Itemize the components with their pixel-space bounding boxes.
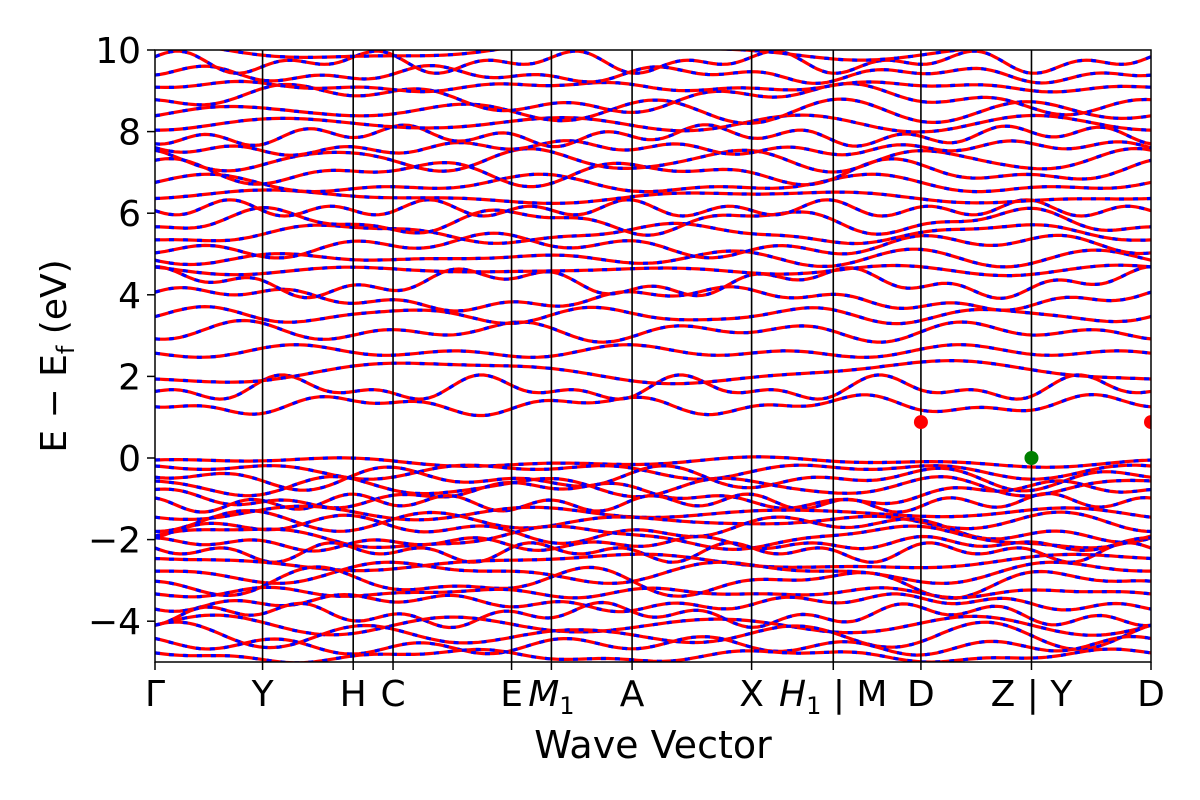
band-spin-down: [155, 231, 1151, 260]
y-tick-label: 0: [118, 439, 141, 480]
x-tick-label: Z | Y: [991, 674, 1074, 715]
band-spin-down: [155, 123, 1151, 149]
band-spin-up: [155, 318, 1151, 344]
cbm-marker: [913, 415, 928, 430]
x-axis-ticks: Γ Y H C E M1 A X H1 | M D Z | Y D: [145, 662, 1165, 720]
band-spin-up: [155, 188, 1151, 206]
band-spin-down: [155, 513, 1151, 546]
vbm-marker: [1024, 451, 1039, 465]
band-spin-down: [155, 600, 1151, 630]
y-tick-label: 10: [95, 31, 141, 72]
x-tick-label: D: [1137, 674, 1165, 715]
x-tick-label: A: [620, 674, 645, 715]
band-spin-up: [155, 263, 1151, 278]
extrema-markers: [913, 415, 1151, 465]
band-spin-down: [155, 139, 1151, 157]
band-spin-up: [155, 585, 1151, 600]
band-spin-up: [155, 113, 1151, 134]
band-spin-up: [155, 358, 1151, 386]
band-spin-up: [155, 541, 1151, 564]
y-tick-label: 4: [118, 276, 141, 317]
band-spin-up: [155, 343, 1151, 359]
band-spin-up: [155, 455, 1151, 469]
y-tick-label: 6: [118, 194, 141, 235]
y-axis-label-main: E − E: [34, 354, 75, 453]
band-spin-down: [155, 198, 1151, 218]
band-spin-down: [155, 565, 1151, 600]
y-axis-label-unit: (eV): [34, 259, 75, 345]
band-spin-down: [155, 50, 1151, 75]
band-lines: [155, 50, 1151, 662]
x-axis-label: Wave Vector: [534, 723, 772, 767]
band-spin-up: [155, 463, 1151, 481]
band-spin-down: [155, 491, 1151, 514]
band-spin-up: [155, 247, 1151, 269]
band-spin-up: [155, 524, 1151, 552]
cbm-marker: [1144, 415, 1151, 430]
x-tick-label: D: [907, 674, 935, 715]
band-spin-down: [155, 620, 1151, 651]
band-spin-down: [155, 392, 1151, 418]
band-spin-up: [155, 221, 1151, 246]
x-tick-label: C: [380, 674, 405, 715]
y-tick-label: 8: [118, 113, 141, 154]
band-spin-down: [155, 156, 1151, 189]
y-tick-label: −4: [88, 602, 141, 643]
kpoint-separators: [261, 50, 1033, 662]
band-spin-up: [155, 79, 1151, 94]
x-tick-label: H1 | M: [779, 674, 887, 720]
band-spin-down: [155, 63, 1151, 85]
x-tick-label: M1: [528, 674, 574, 720]
x-tick-label: X: [739, 674, 764, 715]
band-spin-up: [155, 560, 1151, 585]
y-tick-label: −2: [88, 521, 141, 562]
band-spin-down: [155, 81, 1151, 117]
band-spin-down: [155, 205, 1151, 237]
y-tick-label: 2: [118, 357, 141, 398]
band-spin-down: [155, 464, 1151, 493]
x-tick-label: Γ: [145, 674, 165, 715]
band-spin-down: [155, 634, 1151, 657]
band-spin-down: [155, 373, 1151, 401]
band-spin-down: [155, 146, 1151, 174]
plot-frame: [154, 49, 1152, 663]
band-spin-down: [155, 265, 1151, 300]
band-spin-down: [155, 97, 1151, 125]
band-spin-down: [155, 509, 1151, 534]
x-tick-label: H: [340, 674, 367, 715]
band-spin-down: [155, 534, 1151, 553]
band-spin-up: [155, 647, 1151, 662]
band-spin-down: [155, 285, 1151, 313]
y-axis-ticks: −4 −2 0 2 4 6 8 10: [88, 31, 155, 643]
band-spin-down: [155, 172, 1151, 194]
y-axis-label-sub: f: [52, 345, 80, 354]
band-spin-up: [216, 50, 975, 62]
band-spin-down: [155, 592, 1151, 614]
x-tick-label: E: [500, 674, 523, 715]
band-spin-down: [155, 318, 1151, 344]
x-tick-label: Y: [251, 674, 275, 715]
y-axis-label: E − Ef (eV): [34, 259, 80, 452]
